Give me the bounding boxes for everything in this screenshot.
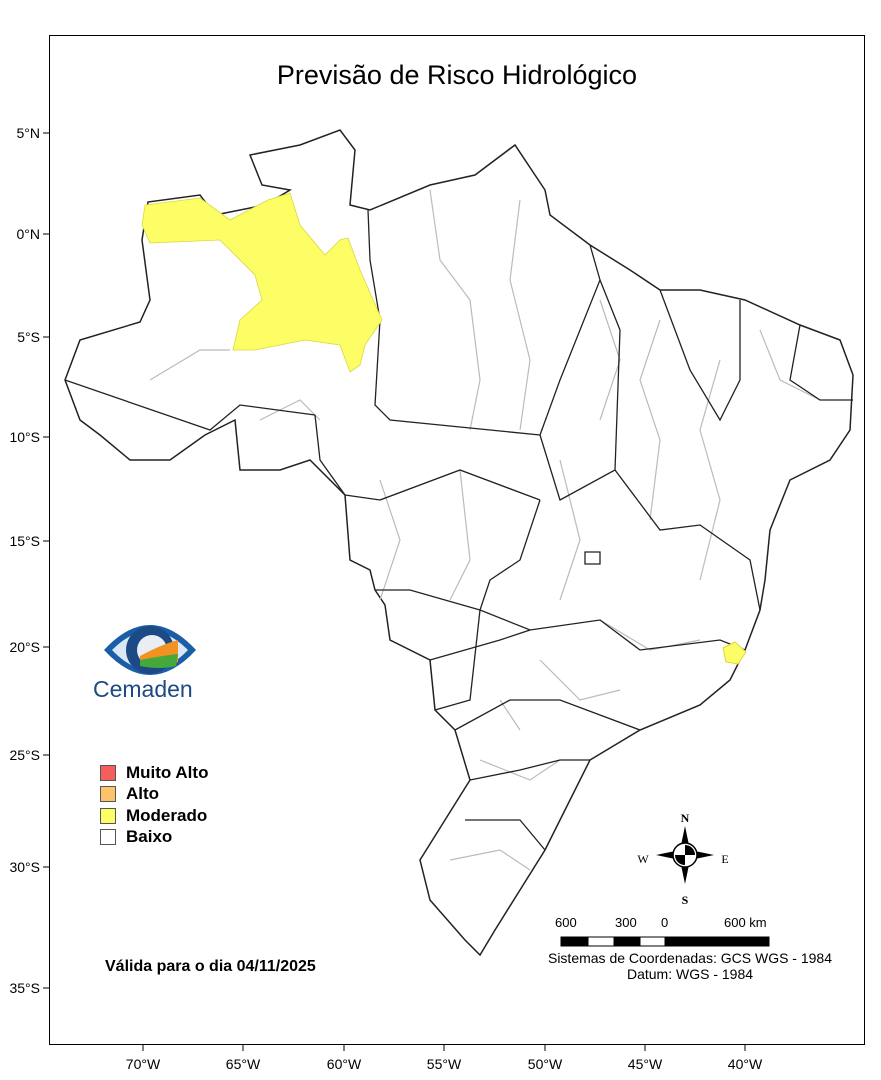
coord-system: Sistemas de Coordenadas: GCS WGS - 1984 bbox=[547, 950, 833, 966]
datum: Datum: WGS - 1984 bbox=[626, 966, 754, 982]
lat-label: 15°S bbox=[9, 533, 40, 549]
lon-label: 65°W bbox=[225, 1056, 261, 1072]
legend-swatch bbox=[100, 764, 116, 781]
moderate-risk-area bbox=[141, 192, 383, 373]
lon-label: 60°W bbox=[326, 1056, 362, 1072]
lat-label: 20°S bbox=[9, 639, 40, 655]
valid-date: Válida para o dia 04/11/2025 bbox=[105, 958, 316, 975]
basin-borders bbox=[149, 189, 821, 871]
map-frame bbox=[49, 35, 865, 1045]
legend-label: Muito Alto bbox=[126, 762, 209, 782]
scale-label: 600 km bbox=[724, 915, 767, 930]
scale-label: 300 bbox=[615, 915, 637, 930]
moderate-risk-area-southeast bbox=[722, 641, 747, 665]
cemaden-logo bbox=[104, 625, 196, 675]
compass-s: S bbox=[682, 893, 689, 907]
compass-w: W bbox=[637, 852, 649, 866]
lat-label: 25°S bbox=[9, 747, 40, 763]
map-title: Previsão de Risco Hidrológico bbox=[276, 60, 638, 90]
cemaden-logo-text: Cemaden bbox=[93, 676, 193, 702]
lon-label: 40°W bbox=[727, 1056, 763, 1072]
lon-label: 55°W bbox=[426, 1056, 462, 1072]
coordinate-info: Sistemas de Coordenadas: GCS WGS - 1984 … bbox=[520, 950, 860, 982]
state-borders bbox=[64, 209, 853, 851]
compass-n: N bbox=[681, 811, 690, 825]
legend-item-alto: Alto bbox=[100, 784, 208, 806]
legend-swatch bbox=[100, 829, 116, 846]
legend-item-moderado: Moderado bbox=[100, 805, 208, 827]
scale-bar bbox=[560, 936, 770, 947]
legend-swatch bbox=[100, 786, 116, 803]
lat-label: 10°S bbox=[9, 429, 40, 445]
lon-label: 70°W bbox=[125, 1056, 161, 1072]
compass-rose: N S W E bbox=[637, 811, 728, 907]
lat-label: 0°N bbox=[16, 226, 41, 242]
lat-label: 35°S bbox=[9, 980, 40, 996]
compass-e: E bbox=[721, 852, 728, 866]
lon-label: 45°W bbox=[627, 1056, 663, 1072]
legend-label: Moderado bbox=[126, 805, 208, 825]
legend-swatch bbox=[100, 807, 116, 824]
lat-label: 5°S bbox=[17, 329, 40, 345]
scale-label: 600 bbox=[555, 915, 577, 930]
legend-item-baixo: Baixo bbox=[100, 827, 208, 849]
legend-item-muito-alto: Muito Alto bbox=[100, 762, 208, 784]
scale-label: 0 bbox=[661, 915, 669, 930]
lat-label: 30°S bbox=[9, 859, 40, 875]
legend: Muito Alto Alto Moderado Baixo bbox=[100, 762, 208, 848]
legend-label: Baixo bbox=[126, 827, 173, 847]
lat-label: 5°N bbox=[16, 125, 41, 141]
lon-label: 50°W bbox=[527, 1056, 563, 1072]
legend-label: Alto bbox=[126, 784, 160, 804]
